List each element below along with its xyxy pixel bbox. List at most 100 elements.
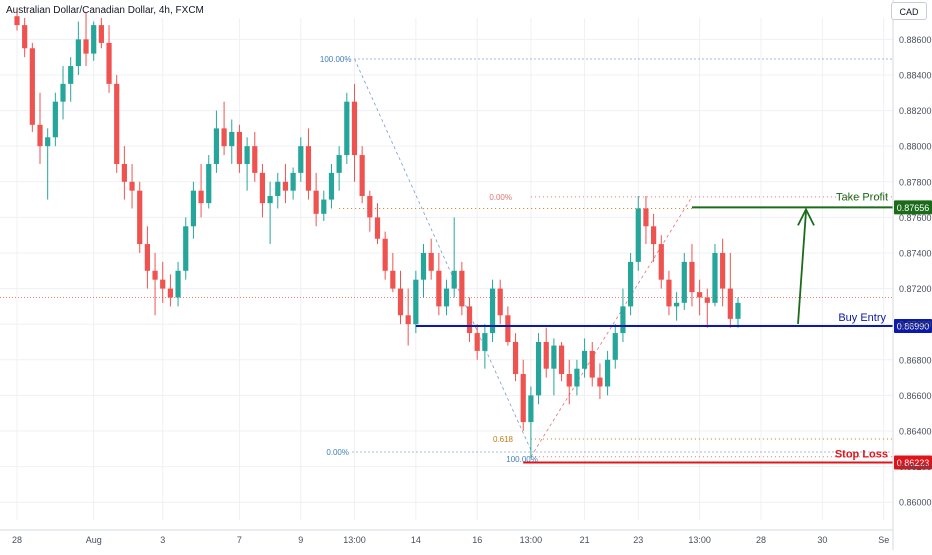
x-tick-label: 23 [633,535,643,545]
candle-body [520,374,526,423]
candle-body [106,42,112,84]
candle-body [336,155,342,173]
candle-body [612,333,618,360]
candle-body [298,146,304,173]
candle-body [351,101,358,156]
candle-body [428,252,434,271]
x-tick-label: 7 [237,535,242,545]
y-tick-label: 0.86600 [899,391,932,401]
candle-body [236,131,243,164]
candle-body [589,350,595,378]
target-arrow-head [797,207,815,226]
x-tick-label: 28 [756,535,766,545]
y-tick-label: 0.86000 [899,498,932,508]
candle-body [75,39,81,67]
candle-body [60,83,66,102]
y-tick-label: 0.88600 [899,35,932,45]
candle-body [213,128,220,164]
x-tick-label: 28 [12,535,22,545]
fib1-100-label: 100.00% [320,55,352,64]
x-tick-label: Aug [86,535,102,545]
stop-loss-price-tag: 0.86223 [897,458,930,468]
candle-body [697,292,703,298]
candle-body [160,279,166,289]
x-tick-label: 13:00 [520,535,543,545]
candle-body [543,341,549,369]
candle-body [282,181,289,191]
candle-body [45,137,51,147]
candle-body [244,146,250,164]
candle-body [321,199,327,214]
candle-body [114,83,120,164]
candle-body [267,196,273,204]
x-tick-label: Se [878,535,889,545]
candle-body [313,190,319,214]
candles-layer [14,9,741,458]
candle-body [704,297,710,303]
candle-body [144,244,150,271]
take-profit-price-tag-bg [894,200,932,215]
currency-badge[interactable]: CAD [891,2,927,20]
chart-title: Australian Dollar/Canadian Dollar, 4h, F… [6,5,204,16]
fib2-100-label: 100.00% [506,455,538,464]
candle-body [628,261,634,307]
y-tick-label: 0.88400 [899,70,932,80]
candle-body [666,279,672,307]
candle-body [83,39,89,54]
candle-body [620,306,626,334]
trade-levels: Take Profit Buy Entry Stop Loss 0.87656 0.86… [415,191,932,470]
buy-entry-price-tag: 0.86990 [897,321,930,331]
candle-body [275,181,281,197]
candle-body [604,359,611,387]
candle-body [443,288,450,307]
candle-body [91,25,97,54]
candle-body [735,302,741,319]
candle-body [183,226,189,271]
candle-body [359,155,365,197]
x-tick-label: 14 [411,535,421,545]
take-profit-label: Take Profit [836,191,888,203]
candle-body [397,288,404,316]
y-tick-label: 0.87800 [899,177,932,187]
candle-body [712,252,718,303]
candle-body [305,146,312,191]
candle-body [566,374,572,387]
y-tick-label: 0.86200 [899,462,932,472]
candle-body [489,288,496,334]
x-tick-label: 21 [580,535,590,545]
candle-body [528,395,534,423]
x-tick-label: 30 [817,535,827,545]
candle-body [651,226,657,245]
x-tick-label: 3 [160,535,165,545]
candle-body [198,190,204,204]
x-tick-label: 9 [298,535,303,545]
candle-body [190,190,197,227]
candle-body [451,270,457,289]
fib1-trendline [354,58,532,451]
candle-body [252,146,258,173]
candle-body [290,172,296,191]
candle-body [229,131,235,147]
x-tick-label: 13:00 [343,535,366,545]
candle-body [558,345,565,375]
fibonacci-drawings: 100.00% 0.00% 100.00% 0.00% 0.618 [320,55,893,464]
x-tick-label: 13:00 [688,535,711,545]
y-tick-label: 0.88200 [899,106,932,116]
candle-body [14,16,20,26]
candle-body [720,252,726,289]
candle-body [37,124,43,147]
candle-body [167,288,173,298]
y-tick-label: 0.87200 [899,284,932,294]
candle-body [328,172,335,200]
candle-body [574,368,580,387]
candle-body [98,25,104,43]
candle-body [512,341,519,375]
buy-entry-label: Buy Entry [838,312,886,324]
candle-body [551,345,557,369]
candle-body [658,244,664,280]
fib2-618-label: 0.618 [493,435,514,444]
x-tick-label: 16 [472,535,482,545]
